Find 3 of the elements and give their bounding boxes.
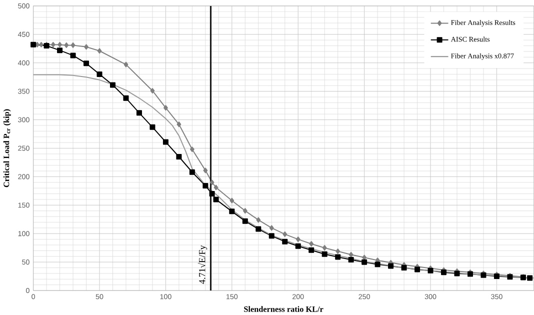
y-axis-title: Critical Load P$_{cr}$ (kip)	[3, 109, 11, 187]
ref-line-label: 4.71√E/Fy	[198, 245, 208, 284]
x-axis-title: Slenderness ratio KL/r	[244, 306, 324, 312]
